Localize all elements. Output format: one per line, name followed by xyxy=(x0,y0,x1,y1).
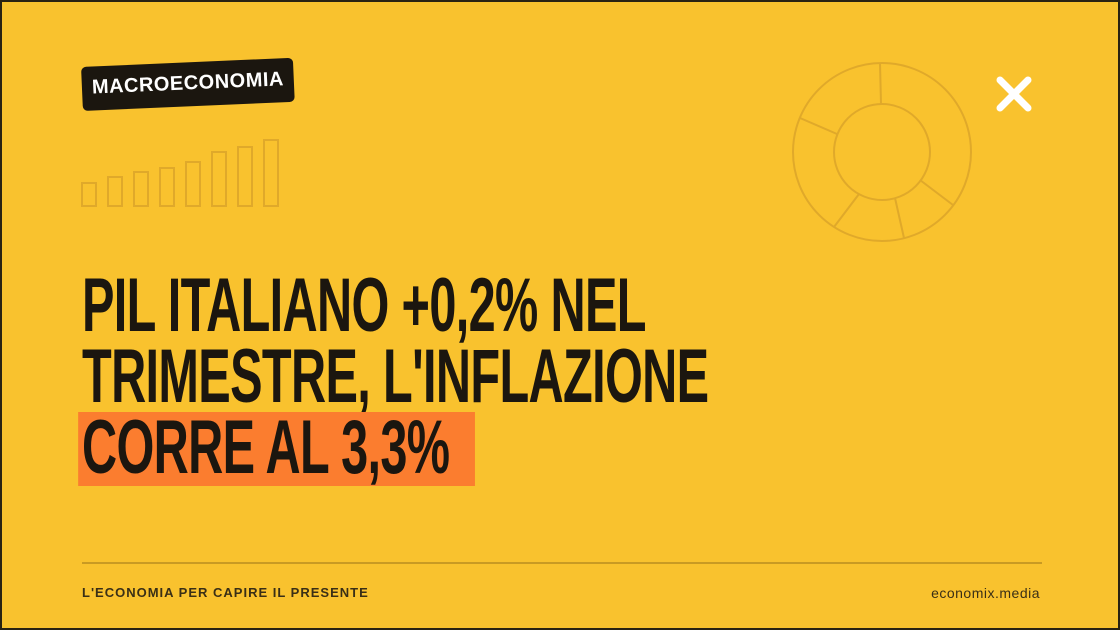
close-button[interactable] xyxy=(992,72,1036,116)
headline-highlight: CORRE AL 3,3% xyxy=(78,410,475,486)
site-name: economix.media xyxy=(931,585,1040,601)
headline-line-wrap: CORRE AL 3,3% xyxy=(78,410,708,486)
headline-line: PIL ITALIANO +0,2% NEL xyxy=(82,263,646,348)
headline-line: TRIMESTRE, L'INFLAZIONE xyxy=(82,334,709,419)
divider xyxy=(82,562,1042,564)
tagline: L'ECONOMIA PER CAPIRE IL PRESENTE xyxy=(82,585,369,600)
category-tag: MACROECONOMIA xyxy=(81,57,295,111)
headline: PIL ITALIANO +0,2% NEL TRIMESTRE, L'INFL… xyxy=(78,263,1061,486)
